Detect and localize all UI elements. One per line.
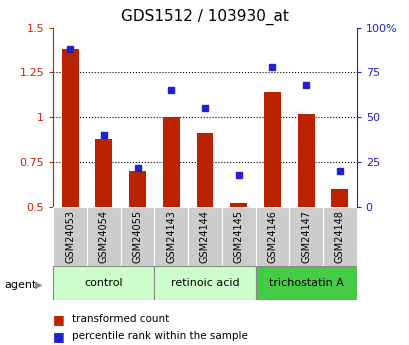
Bar	[162, 117, 179, 207]
Text: GSM24054: GSM24054	[99, 210, 109, 263]
Bar	[297, 114, 314, 207]
Text: retinoic acid: retinoic acid	[170, 278, 239, 288]
Bar	[154, 207, 188, 266]
Bar	[289, 207, 322, 266]
Text: percentile rank within the sample: percentile rank within the sample	[72, 332, 247, 341]
Text: GSM24053: GSM24053	[65, 210, 75, 263]
Bar	[53, 207, 87, 266]
Text: GSM24147: GSM24147	[300, 210, 310, 263]
Bar	[154, 266, 255, 300]
Bar	[95, 139, 112, 207]
Title: GDS1512 / 103930_at: GDS1512 / 103930_at	[121, 9, 288, 25]
Bar	[62, 49, 79, 207]
Bar	[129, 171, 146, 207]
Text: GSM24144: GSM24144	[200, 210, 209, 263]
Text: GSM24145: GSM24145	[233, 210, 243, 263]
Text: transformed count: transformed count	[72, 314, 169, 324]
Bar	[120, 207, 154, 266]
Text: GSM24055: GSM24055	[132, 210, 142, 263]
Bar	[87, 207, 120, 266]
Bar	[255, 207, 289, 266]
Text: GSM24146: GSM24146	[267, 210, 277, 263]
Text: trichostatin A: trichostatin A	[268, 278, 343, 288]
Bar	[196, 134, 213, 207]
Bar	[221, 207, 255, 266]
Text: ▶: ▶	[35, 280, 42, 289]
Text: agent: agent	[4, 280, 36, 289]
Text: ■: ■	[53, 313, 65, 326]
Text: ■: ■	[53, 330, 65, 343]
Bar	[255, 266, 356, 300]
Bar	[263, 92, 280, 207]
Bar	[322, 207, 356, 266]
Text: GSM24148: GSM24148	[334, 210, 344, 263]
Bar	[330, 189, 347, 207]
Bar	[53, 266, 154, 300]
Bar	[230, 204, 247, 207]
Text: GSM24143: GSM24143	[166, 210, 176, 263]
Bar	[188, 207, 221, 266]
Text: control: control	[84, 278, 123, 288]
